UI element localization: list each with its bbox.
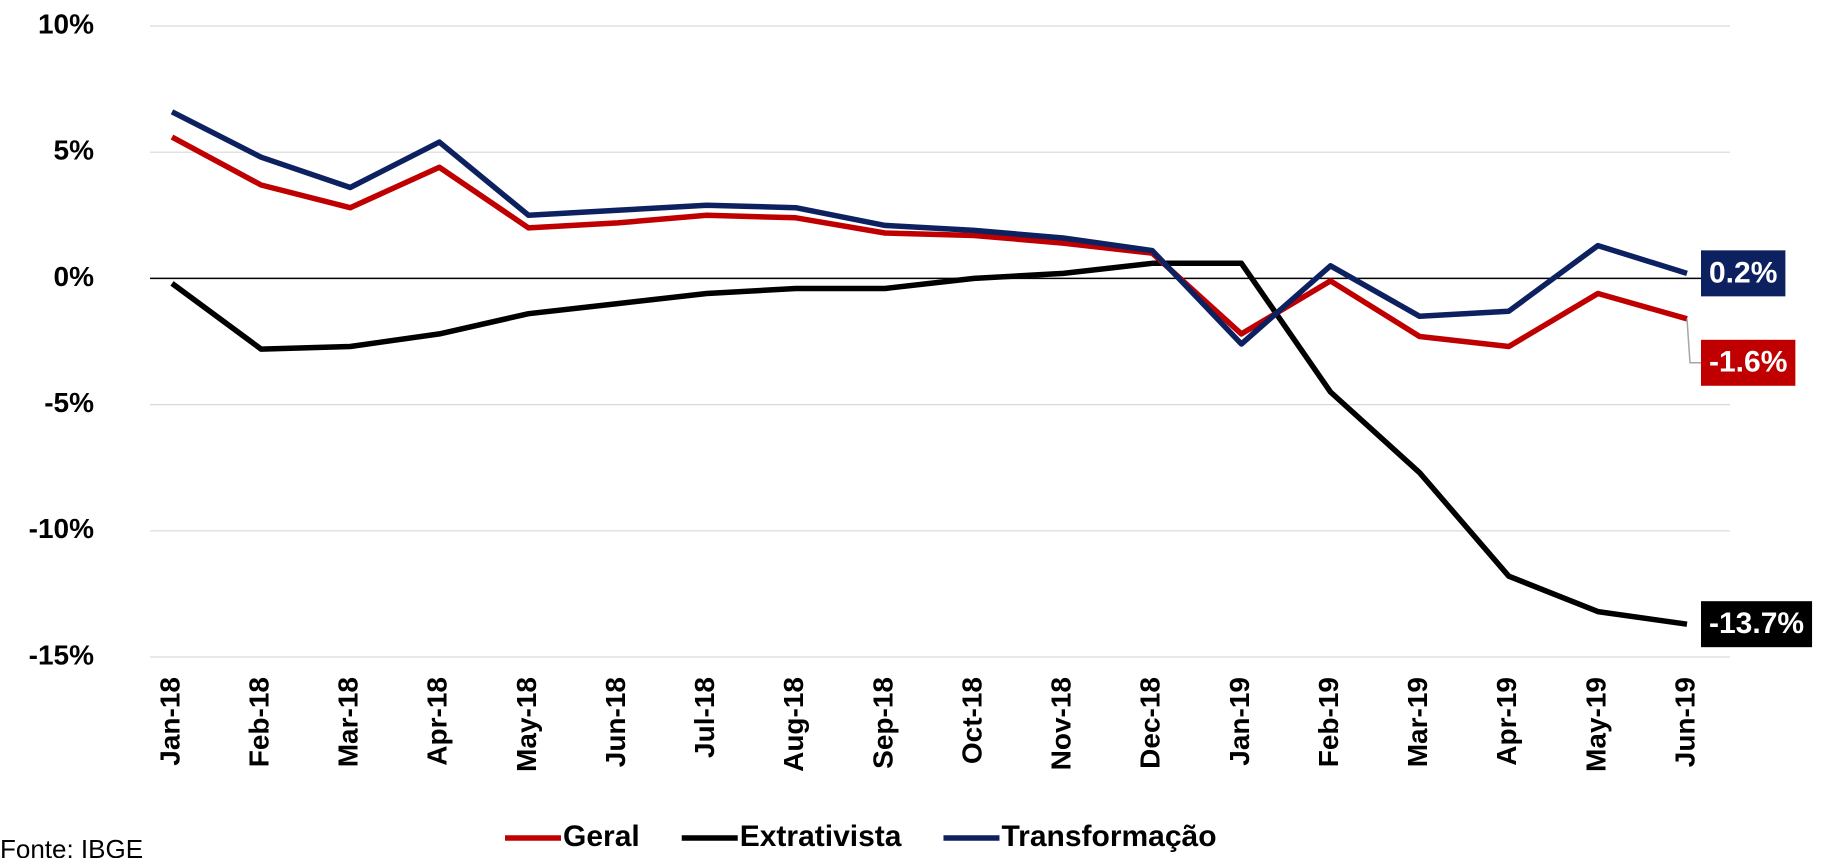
end-label: -1.6% xyxy=(1701,339,1796,386)
data-label-box xyxy=(1701,339,1796,386)
data-label: -13.7% xyxy=(1709,607,1804,640)
x-tick-label: Feb-19 xyxy=(1313,677,1344,767)
y-tick-label: 0% xyxy=(54,261,95,292)
data-label: 0.2% xyxy=(1709,256,1777,289)
x-tick-label: Sep-18 xyxy=(867,677,898,769)
series-line xyxy=(170,134,1688,350)
x-tick-label: Nov-18 xyxy=(1046,677,1077,770)
x-tick-label: Aug-18 xyxy=(778,677,809,772)
x-tick-label: Jun-19 xyxy=(1669,677,1700,767)
x-tick-label: Apr-18 xyxy=(422,677,453,766)
y-tick-label: 10% xyxy=(38,8,94,39)
x-tick-label: Jun-18 xyxy=(600,677,631,767)
x-tick-label: Dec-18 xyxy=(1135,677,1166,769)
y-tick-label: 5% xyxy=(54,135,95,166)
legend-label: Geral xyxy=(563,820,640,853)
source-note: Fonte: IBGE xyxy=(0,834,143,858)
x-tick-label: May-19 xyxy=(1580,677,1611,772)
x-tick-label: Jul-18 xyxy=(689,677,720,758)
end-label: -13.7% xyxy=(1701,601,1813,648)
y-tick-label: -5% xyxy=(44,387,94,418)
data-label: -1.6% xyxy=(1709,346,1787,379)
y-tick-label: -10% xyxy=(29,513,94,544)
x-tick-label: Apr-19 xyxy=(1491,677,1522,766)
data-label-box xyxy=(1701,601,1813,648)
data-label-box xyxy=(1701,250,1786,297)
end-label: 0.2% xyxy=(1701,250,1786,297)
series-line xyxy=(170,260,1688,627)
series-line xyxy=(170,109,1688,347)
x-tick-label: Mar-19 xyxy=(1402,677,1433,767)
x-tick-label: Mar-18 xyxy=(333,677,364,767)
x-tick-label: May-18 xyxy=(511,677,542,772)
y-tick-label: -15% xyxy=(29,639,94,670)
x-tick-label: Feb-18 xyxy=(244,677,275,767)
x-tick-label: Oct-18 xyxy=(956,677,987,764)
legend-label: Extrativista xyxy=(740,820,902,853)
legend-label: Transformação xyxy=(1001,820,1216,853)
label-leader xyxy=(1686,318,1701,364)
x-tick-label: Jan-19 xyxy=(1224,677,1255,766)
x-tick-label: Jan-18 xyxy=(154,677,185,766)
